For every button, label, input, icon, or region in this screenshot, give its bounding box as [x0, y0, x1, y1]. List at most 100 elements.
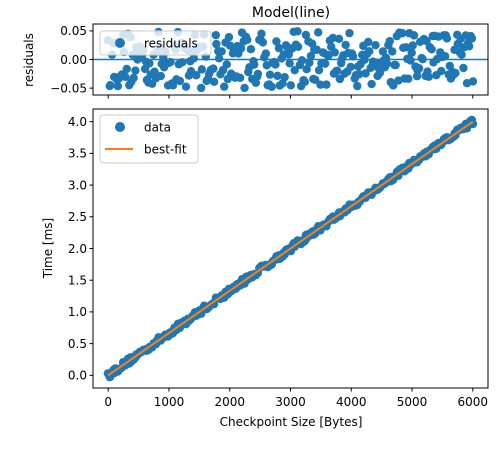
- fit-y-ticks: 0.0 0.5 1.0 1.5 2.0 2.5 3.0 3.5 4.0: [68, 115, 93, 383]
- residual-point: [253, 69, 263, 79]
- residual-point: [209, 77, 219, 87]
- residuals-panel: Model(line) 0.05 0.00 −0.05 residuals resi…: [22, 5, 489, 99]
- residual-point: [285, 59, 294, 68]
- residual-point: [280, 72, 289, 82]
- residuals-legend-marker: [115, 38, 125, 48]
- residual-point: [398, 29, 407, 38]
- residual-point: [243, 35, 252, 44]
- residual-point: [345, 28, 354, 38]
- residual-point: [328, 33, 338, 43]
- residual-point: [258, 38, 268, 47]
- residual-point: [214, 54, 224, 63]
- residual-point: [407, 48, 416, 57]
- residuals-y-tick-label: 0.00: [60, 53, 87, 67]
- residual-point: [334, 34, 344, 44]
- residuals-y-axis-label: residuals: [22, 33, 36, 87]
- residual-point: [322, 80, 331, 89]
- residual-point: [222, 60, 231, 69]
- fit-y-tick-label: 3.5: [68, 147, 87, 161]
- residual-point: [189, 54, 199, 63]
- residual-point: [424, 72, 433, 82]
- fit-x-ticks: 0 1000 2000 3000 4000 5000 6000: [104, 388, 488, 409]
- residual-point: [224, 33, 234, 42]
- residual-point: [113, 81, 123, 91]
- residual-point: [418, 54, 427, 64]
- residual-point: [348, 52, 358, 61]
- residual-point: [212, 39, 221, 49]
- fit-x-tick-label: 5000: [397, 395, 428, 409]
- residual-point: [236, 44, 246, 53]
- residual-point: [468, 77, 478, 86]
- residual-point: [235, 73, 245, 82]
- fit-y-axis-label: Time [ms]: [41, 218, 55, 280]
- residual-point: [316, 80, 325, 89]
- residual-point: [320, 59, 330, 68]
- residual-point: [145, 59, 154, 68]
- residual-point: [196, 83, 206, 93]
- residuals-y-ticks: 0.05 0.00 −0.05: [50, 24, 93, 95]
- fit-x-tick-label: 4000: [336, 395, 367, 409]
- residual-point: [306, 51, 316, 61]
- residual-point: [175, 76, 185, 86]
- fit-y-tick-label: 2.0: [68, 242, 87, 256]
- residual-point: [314, 65, 324, 75]
- residual-point: [427, 45, 436, 54]
- fit-x-axis-label: Checkpoint Size [Bytes]: [220, 415, 363, 429]
- residual-point: [391, 60, 400, 70]
- residual-point: [197, 65, 207, 74]
- residuals-legend-label: residuals: [144, 37, 198, 51]
- fit-y-tick-label: 0.5: [68, 337, 87, 351]
- residual-point: [265, 70, 275, 79]
- residual-point: [459, 63, 468, 73]
- residual-point: [440, 52, 450, 61]
- residual-point: [365, 47, 374, 56]
- residual-point: [156, 71, 165, 81]
- residual-point: [414, 64, 424, 73]
- residuals-y-tick-label: −0.05: [50, 81, 87, 95]
- residual-point: [364, 37, 373, 47]
- residual-point: [302, 65, 311, 74]
- residuals-legend: residuals: [99, 30, 212, 56]
- fit-legend: data best-fit: [99, 114, 199, 164]
- residual-point: [330, 48, 339, 57]
- residual-point: [371, 40, 380, 50]
- residual-point: [301, 30, 311, 40]
- fit-x-tick-label: 0: [104, 395, 112, 409]
- residual-point: [250, 60, 259, 69]
- residual-point: [451, 68, 460, 78]
- residual-point: [211, 30, 221, 40]
- residual-point: [286, 81, 296, 90]
- residual-point: [442, 34, 452, 43]
- residuals-legend-box: [99, 30, 212, 56]
- residual-point: [305, 58, 314, 67]
- residual-point: [106, 80, 115, 90]
- residual-point: [272, 37, 281, 46]
- residual-point: [464, 42, 474, 51]
- residual-point: [293, 27, 302, 36]
- residual-point: [209, 64, 218, 73]
- fit-y-tick-label: 1.5: [68, 274, 87, 288]
- residuals-y-tick-label: 0.05: [60, 24, 87, 38]
- fit-y-tick-label: 0.0: [68, 369, 87, 383]
- residual-point: [240, 83, 249, 93]
- residual-point: [122, 64, 131, 74]
- residual-point: [332, 66, 342, 76]
- residual-point: [271, 60, 280, 69]
- residual-point: [385, 36, 395, 46]
- data-legend-label: data: [144, 121, 171, 135]
- residual-point: [150, 67, 159, 76]
- residual-point: [346, 62, 355, 72]
- residual-point: [192, 71, 201, 80]
- residual-point: [457, 50, 466, 59]
- residual-point: [129, 73, 138, 83]
- residual-point: [297, 56, 307, 65]
- residual-point: [378, 47, 388, 56]
- fit-y-tick-label: 1.0: [68, 305, 87, 319]
- residual-point: [257, 29, 266, 38]
- residual-point: [166, 57, 175, 67]
- data-legend-marker: [115, 122, 125, 132]
- residual-point: [361, 69, 370, 78]
- fit-y-tick-label: 2.5: [68, 210, 87, 224]
- residual-point: [367, 79, 376, 89]
